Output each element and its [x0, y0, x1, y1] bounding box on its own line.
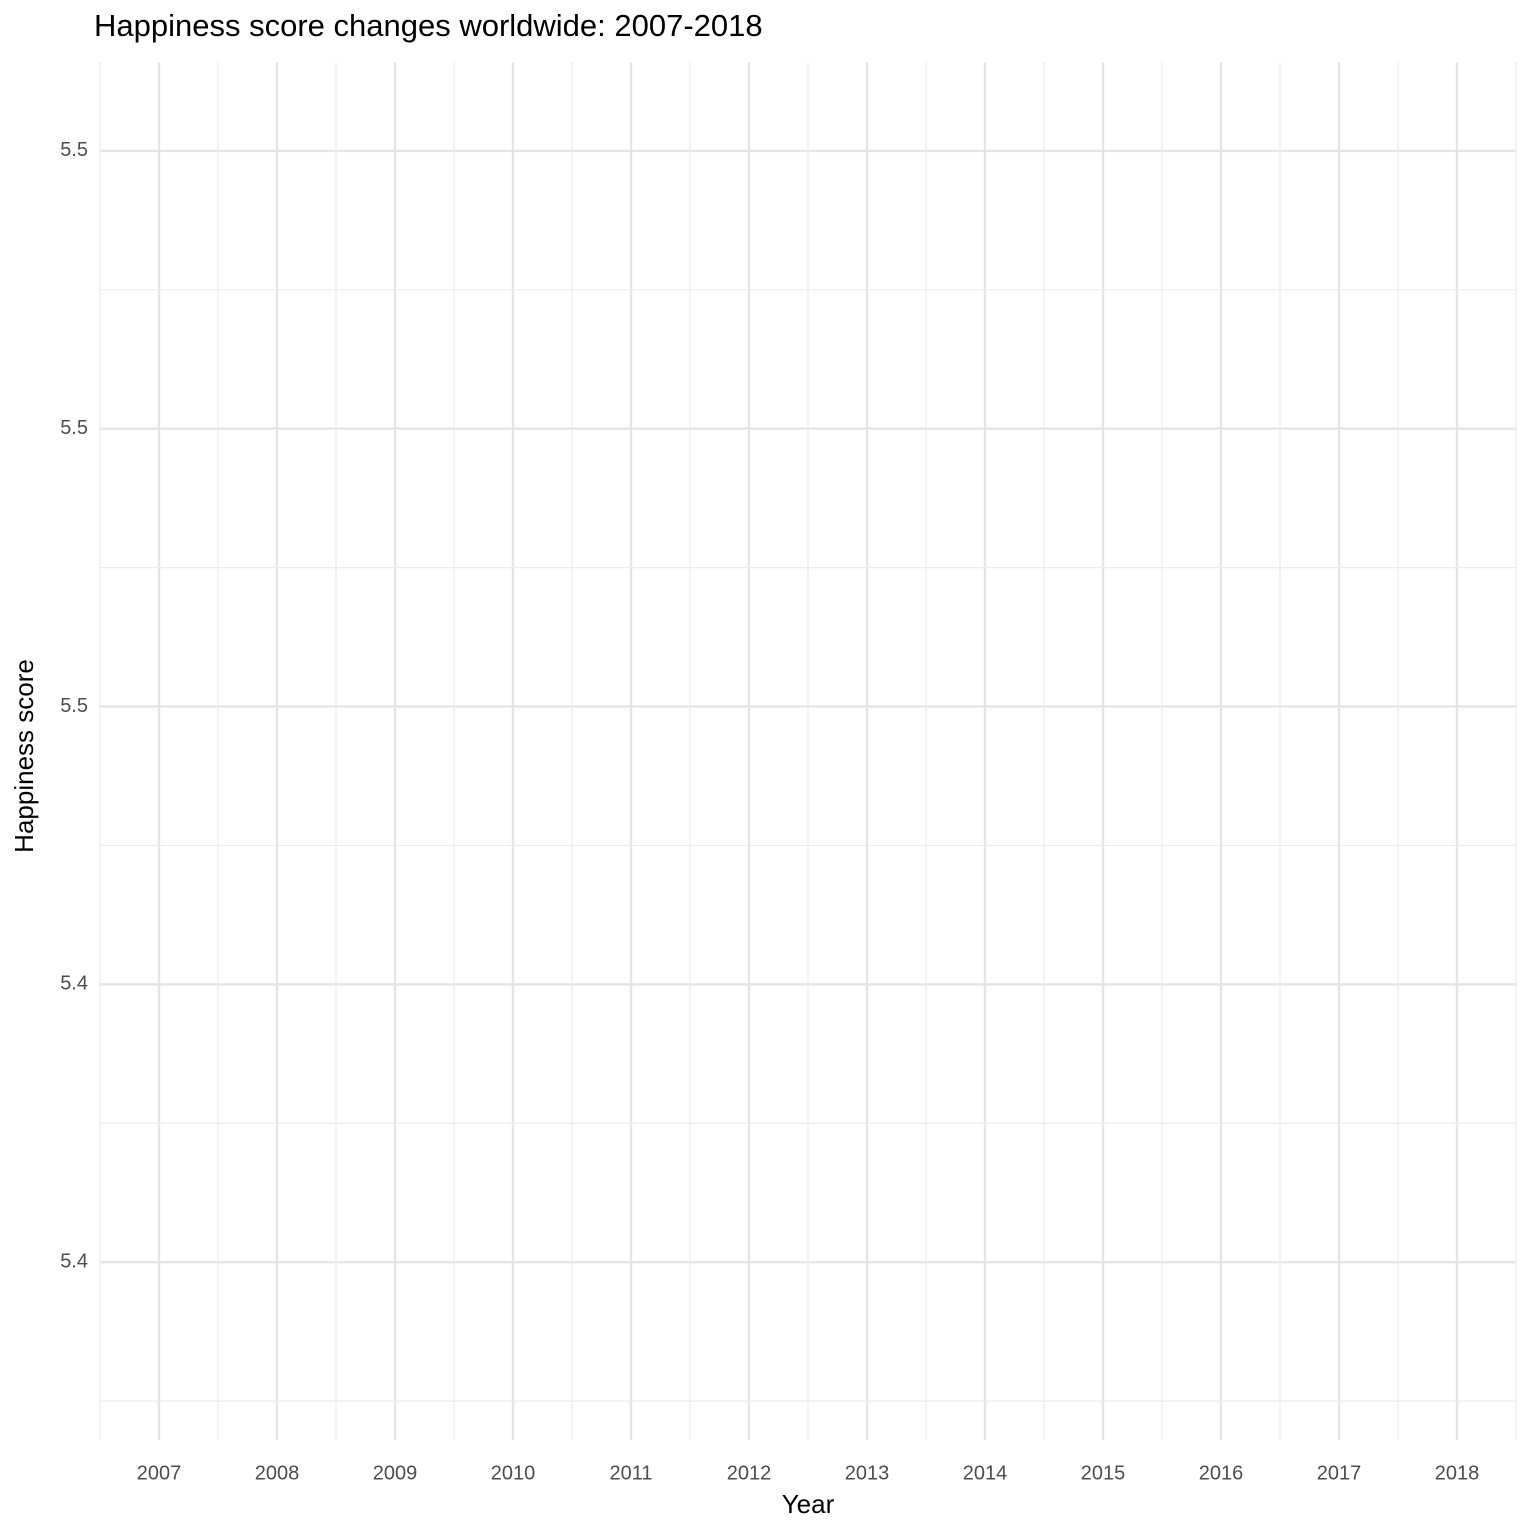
x-tick-label: 2014 — [963, 1462, 1008, 1484]
x-tick-label: 2013 — [845, 1462, 890, 1484]
y-tick-label: 5.5 — [60, 695, 88, 717]
y-tick-label: 5.4 — [60, 973, 88, 995]
y-tick-label: 5.5 — [60, 417, 88, 439]
x-tick-label: 2015 — [1081, 1462, 1126, 1484]
chart-title: Happiness score changes worldwide: 2007-… — [94, 8, 763, 43]
x-tick-label: 2017 — [1317, 1462, 1362, 1484]
y-axis-title: Happiness score — [9, 659, 39, 853]
x-tick-label: 2012 — [727, 1462, 772, 1484]
y-tick-label: 5.4 — [60, 1250, 88, 1272]
x-tick-label: 2010 — [491, 1462, 536, 1484]
x-axis-title: Year — [782, 1489, 835, 1519]
x-tick-label: 2007 — [137, 1462, 182, 1484]
x-tick-label: 2016 — [1199, 1462, 1244, 1484]
x-tick-label: 2009 — [373, 1462, 418, 1484]
x-tick-label: 2008 — [255, 1462, 300, 1484]
x-tick-label: 2018 — [1435, 1462, 1480, 1484]
y-tick-label: 5.5 — [60, 139, 88, 161]
x-tick-label: 2011 — [609, 1462, 652, 1484]
